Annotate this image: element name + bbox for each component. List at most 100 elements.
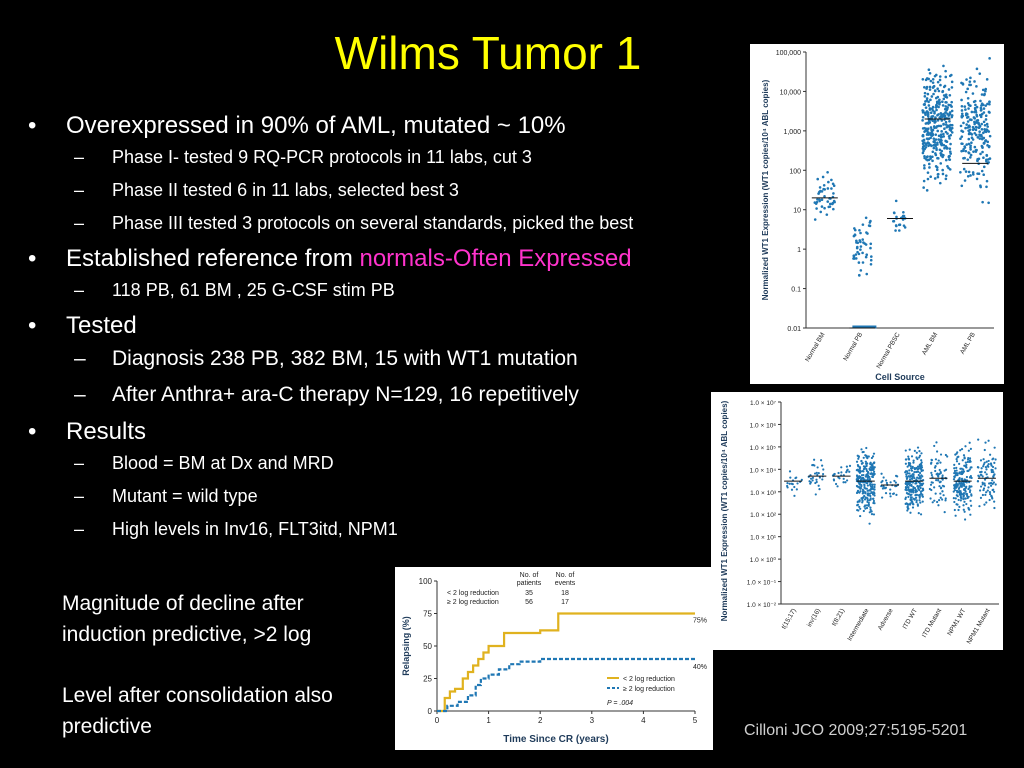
sub-bullet: – Mutant = wild type [74, 486, 258, 506]
legend-label: < 2 log reduction [623, 676, 675, 683]
data-point [913, 498, 916, 501]
data-point [983, 503, 986, 506]
data-point [944, 120, 948, 124]
note-line: induction predictive, >2 log [62, 623, 312, 646]
data-point [944, 499, 947, 502]
data-point [974, 133, 978, 137]
data-point [942, 143, 946, 147]
data-point [970, 110, 974, 114]
data-point [928, 85, 932, 89]
data-point [959, 170, 962, 174]
data-point [865, 462, 868, 465]
data-point [917, 470, 920, 473]
y-axis-label: Normalized WT1 Expression (WT1 copies/10… [720, 400, 729, 621]
data-point [905, 487, 908, 490]
data-point [944, 93, 948, 97]
data-point [931, 150, 935, 154]
data-point [923, 156, 926, 160]
data-point [963, 156, 966, 160]
data-point [935, 450, 939, 453]
data-point [975, 126, 978, 129]
data-point [967, 151, 970, 154]
data-point [907, 503, 910, 506]
x-tick-label: Normal PB [842, 332, 864, 363]
data-point [921, 500, 924, 503]
data-point [930, 458, 933, 461]
data-point [952, 497, 955, 500]
data-point [949, 133, 953, 137]
data-point [980, 467, 983, 470]
data-point [869, 468, 872, 471]
data-point [979, 152, 982, 156]
data-point [917, 511, 920, 515]
data-point [975, 67, 979, 71]
bullet-tested: • Tested [28, 312, 137, 339]
x-tick-label: t(15;17) [781, 608, 798, 631]
data-point [856, 241, 860, 245]
data-point [872, 461, 875, 464]
data-point [926, 171, 930, 174]
data-point [973, 131, 977, 135]
data-point [975, 148, 978, 152]
data-point [861, 461, 864, 465]
data-point [937, 105, 940, 109]
data-point [986, 125, 989, 128]
data-point [957, 487, 961, 490]
data-point [986, 489, 989, 492]
data-point [929, 155, 932, 158]
data-point [963, 510, 966, 513]
data-point [872, 452, 876, 455]
data-point [948, 119, 951, 123]
data-point [957, 498, 960, 502]
data-point [844, 481, 847, 484]
data-point [821, 175, 825, 179]
data-point [921, 151, 925, 155]
data-point [993, 446, 996, 449]
data-point [977, 466, 980, 469]
x-tick-label: AML BM [921, 332, 939, 357]
data-point [968, 485, 971, 488]
data-point [968, 468, 971, 471]
data-point [957, 508, 960, 512]
data-point [963, 500, 966, 503]
data-point [894, 229, 897, 232]
data-point [845, 479, 849, 482]
data-point [969, 513, 972, 516]
data-point [947, 155, 951, 158]
data-point [865, 446, 868, 450]
data-point [916, 503, 919, 506]
data-point [873, 494, 876, 497]
data-point [919, 482, 922, 485]
data-point [975, 105, 979, 109]
data-point [921, 109, 924, 112]
data-point [968, 128, 972, 131]
data-point [941, 478, 944, 481]
data-point [978, 137, 982, 140]
data-point [939, 83, 942, 87]
data-point [881, 487, 885, 490]
x-tick-label: NPM1 WT [946, 607, 967, 636]
data-point [898, 229, 901, 232]
chart-cytogenetics: 1.0 × 10⁷ 1.0 × 10⁶ 1.0 × 10⁵ 1.0 × 10⁴ 1.0 … [711, 392, 1003, 650]
data-point [931, 86, 935, 89]
data-point [915, 481, 918, 484]
y-tick-label: 100 [789, 168, 801, 175]
data-point [933, 466, 937, 469]
data-point [950, 86, 954, 89]
data-point [882, 485, 885, 488]
data-point [816, 198, 819, 201]
data-point [852, 255, 856, 258]
data-point [988, 498, 991, 502]
data-point [947, 103, 950, 107]
bullet-reference: • Established reference from normals-Ofte… [28, 245, 632, 272]
data-point [919, 513, 923, 516]
data-point [857, 481, 860, 484]
data-point [929, 497, 932, 500]
bullet-text: Results [66, 418, 147, 445]
data-point [979, 473, 982, 476]
data-point [933, 141, 937, 144]
data-point [866, 492, 869, 496]
data-point [919, 476, 922, 480]
data-point [946, 132, 949, 135]
